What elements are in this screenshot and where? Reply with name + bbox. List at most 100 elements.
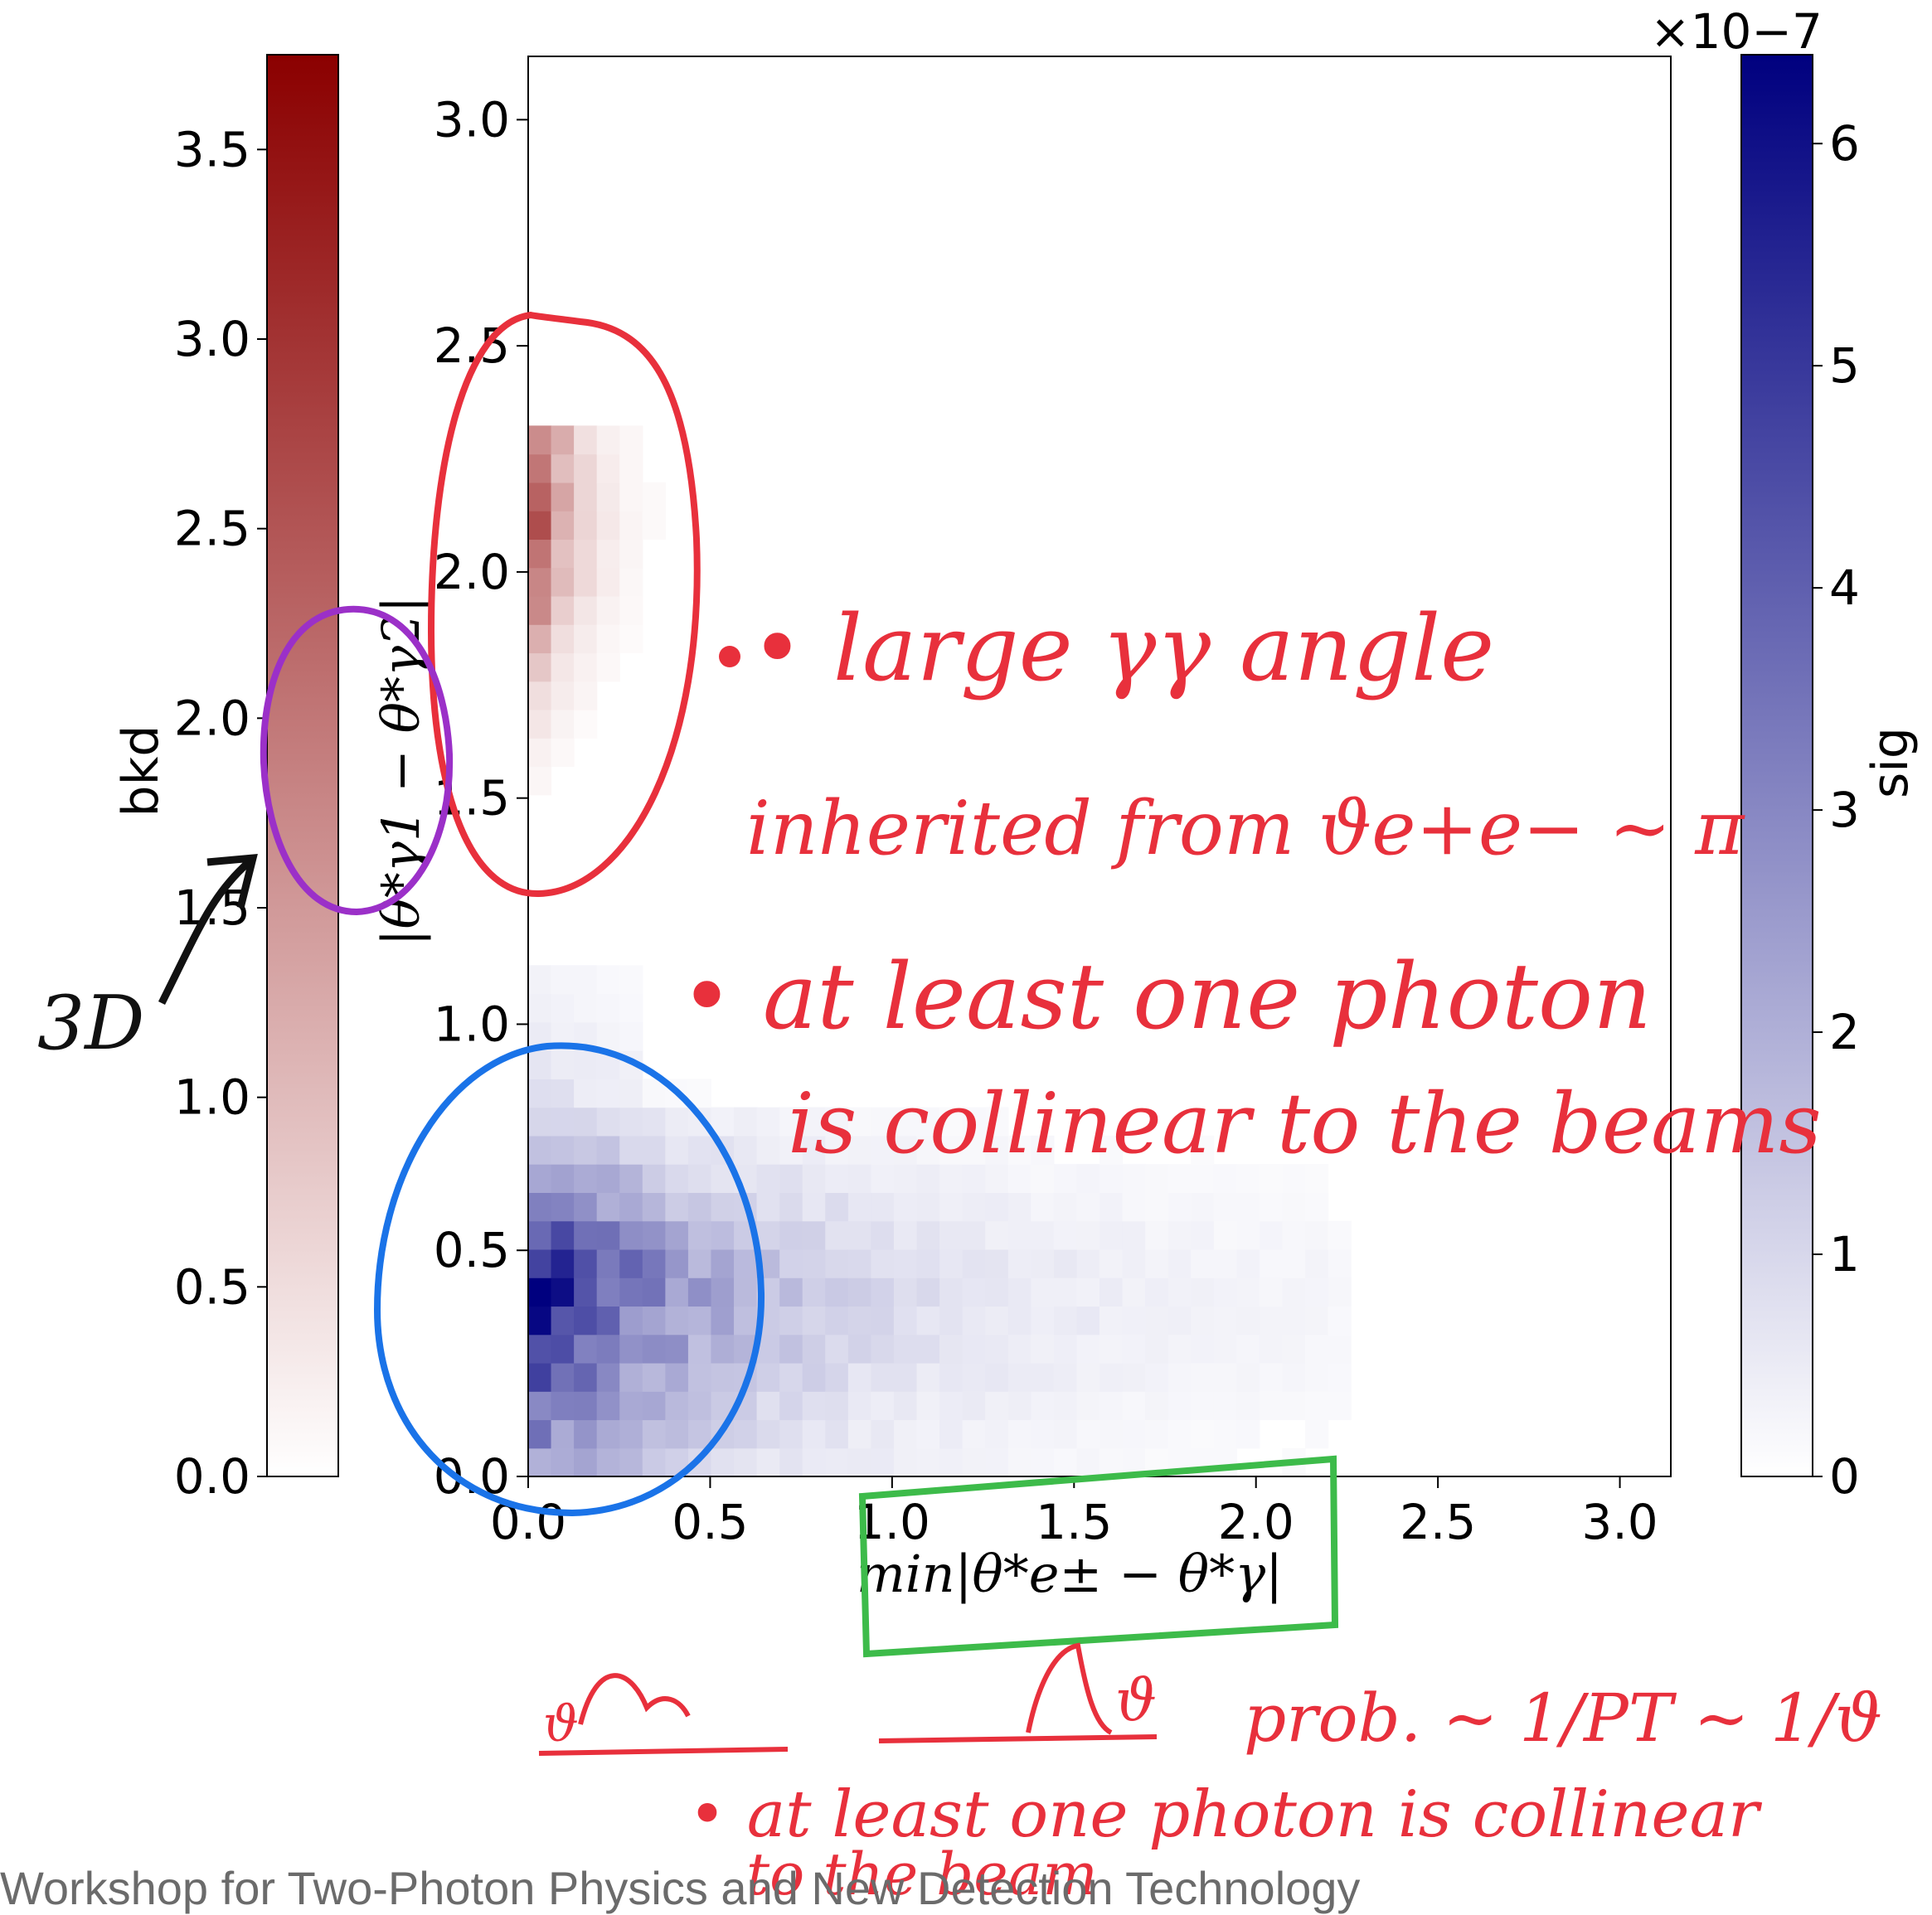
heatmap-cell: [1259, 1362, 1284, 1392]
note-inherited: inherited from ϑe+e− ~ π: [746, 785, 1745, 872]
heatmap-cell: [642, 1164, 666, 1193]
x-tick-label: 0.5: [672, 1494, 748, 1550]
heatmap-cell: [893, 1447, 918, 1477]
heatmap-cell: [1282, 1362, 1306, 1392]
heatmap-cell: [1053, 1192, 1078, 1222]
heatmap-cell: [985, 1419, 1009, 1449]
heatmap-cell: [1099, 1277, 1124, 1307]
heatmap-cell: [962, 1220, 986, 1250]
heatmap-cell: [551, 1164, 575, 1193]
heatmap-cell: [779, 1135, 803, 1165]
heatmap-cell: [687, 1220, 712, 1250]
y-tick-label: 0.5: [434, 1222, 510, 1278]
heatmap-cell: [1122, 1334, 1146, 1364]
colorbar-tick-label: 5: [1829, 337, 1860, 394]
heatmap-cell: [1305, 1192, 1329, 1222]
heatmap-cell: [825, 1447, 849, 1477]
heatmap-cell: [1099, 1220, 1124, 1250]
heatmap-cell: [1167, 1306, 1192, 1336]
heatmap-cell: [1236, 1220, 1260, 1250]
heatmap-cell: [847, 1164, 871, 1193]
heatmap-cell: [1053, 1419, 1078, 1449]
blue-ellipse-sig: [373, 1042, 765, 1517]
heatmap-cell: [985, 1447, 1009, 1477]
heatmap-cell: [1031, 1391, 1055, 1421]
heatmap-cell: [1305, 1220, 1329, 1250]
heatmap-cell: [596, 1079, 620, 1108]
heatmap-cell: [619, 1306, 643, 1336]
heatmap-cell: [665, 1107, 689, 1137]
heatmap-cell: [1191, 1391, 1215, 1421]
heatmap-cell: [1191, 1277, 1215, 1307]
heatmap-cell: [596, 1107, 620, 1137]
heatmap-cell: [1007, 1306, 1032, 1336]
heatmap-cell: [871, 1135, 895, 1165]
heatmap-cell: [1282, 1192, 1306, 1222]
heatmap-cell: [596, 652, 620, 682]
heatmap-cell: [939, 1334, 964, 1364]
heatmap-cell: [711, 1447, 735, 1477]
heatmap-cell: [893, 1306, 918, 1336]
heatmap-cell: [1236, 1334, 1260, 1364]
heatmap-cell: [551, 993, 575, 1023]
heatmap-cell: [574, 1248, 598, 1278]
heatmap-cell: [1007, 1447, 1032, 1477]
heatmap-cell: [779, 1419, 803, 1449]
heatmap-cell: [596, 453, 620, 483]
heatmap-cell: [962, 1419, 986, 1449]
heatmap-cell: [687, 1164, 712, 1193]
heatmap-cell: [642, 1419, 666, 1449]
heatmap-cell: [734, 1419, 758, 1449]
heatmap-cell: [596, 1220, 620, 1250]
heatmap-cell: [574, 425, 598, 455]
heatmap-cell: [1305, 1391, 1329, 1421]
heatmap-cell: [1122, 1391, 1146, 1421]
heatmap-cell: [1328, 1306, 1352, 1336]
heatmap-cell: [642, 1306, 666, 1336]
heatmap-cell: [1099, 1164, 1124, 1193]
heatmap-cell: [871, 1164, 895, 1193]
colorbar-tick-label: 0.5: [174, 1258, 250, 1315]
heatmap-cell: [962, 1391, 986, 1421]
heatmap-cell: [1099, 1248, 1124, 1278]
heatmap-cell: [1076, 1164, 1100, 1193]
heatmap-cell: [619, 624, 643, 654]
heatmap-cell: [985, 1135, 1009, 1165]
heatmap-cell: [596, 1334, 620, 1364]
heatmap-cell: [734, 1248, 758, 1278]
sketch-line-right: [878, 1734, 1158, 1743]
heatmap-cell: [985, 1277, 1009, 1307]
heatmap-cell: [1122, 1306, 1146, 1336]
heatmap-cell: [574, 993, 598, 1023]
heatmap-cell: [574, 1334, 598, 1364]
heatmap-cell: [1213, 1192, 1237, 1222]
heatmap-cell: [528, 1248, 552, 1278]
heatmap-cell: [1236, 1192, 1260, 1222]
sig-colorbar-ticks: 0 1 2 3 4 5 6: [1813, 115, 1860, 1505]
sketch-curve-left: [578, 1673, 691, 1725]
heatmap-cell: [779, 1447, 803, 1477]
heatmap-cell: [551, 624, 575, 654]
heatmap-cell: [528, 1277, 552, 1307]
note-bottom-photon: • at least one photon is collinear: [688, 1777, 1763, 1852]
heatmap-cell: [1236, 1419, 1260, 1449]
heatmap-cell: [528, 1050, 552, 1079]
heatmap-cell: [528, 1362, 552, 1392]
heatmap-cell: [642, 1334, 666, 1364]
heatmap-cell: [528, 1334, 552, 1364]
heatmap-cell: [1259, 1391, 1284, 1421]
heatmap-cell: [985, 1248, 1009, 1278]
heatmap-cell: [939, 1135, 964, 1165]
heatmap-cell: [574, 1447, 598, 1477]
heatmap-cell: [1007, 1391, 1032, 1421]
heatmap-cell: [1282, 1220, 1306, 1250]
heatmap-cell: [1122, 1362, 1146, 1392]
heatmap-cell: [528, 709, 552, 739]
heatmap-cell: [1236, 1164, 1260, 1193]
heatmap-cell: [1191, 1248, 1215, 1278]
colorbar-tick-label: 1.0: [174, 1069, 250, 1126]
heatmap-cell: [1259, 1334, 1284, 1364]
heatmap-cell: [528, 1135, 552, 1165]
heatmap-cell: [574, 453, 598, 483]
heatmap-cell: [642, 1277, 666, 1307]
